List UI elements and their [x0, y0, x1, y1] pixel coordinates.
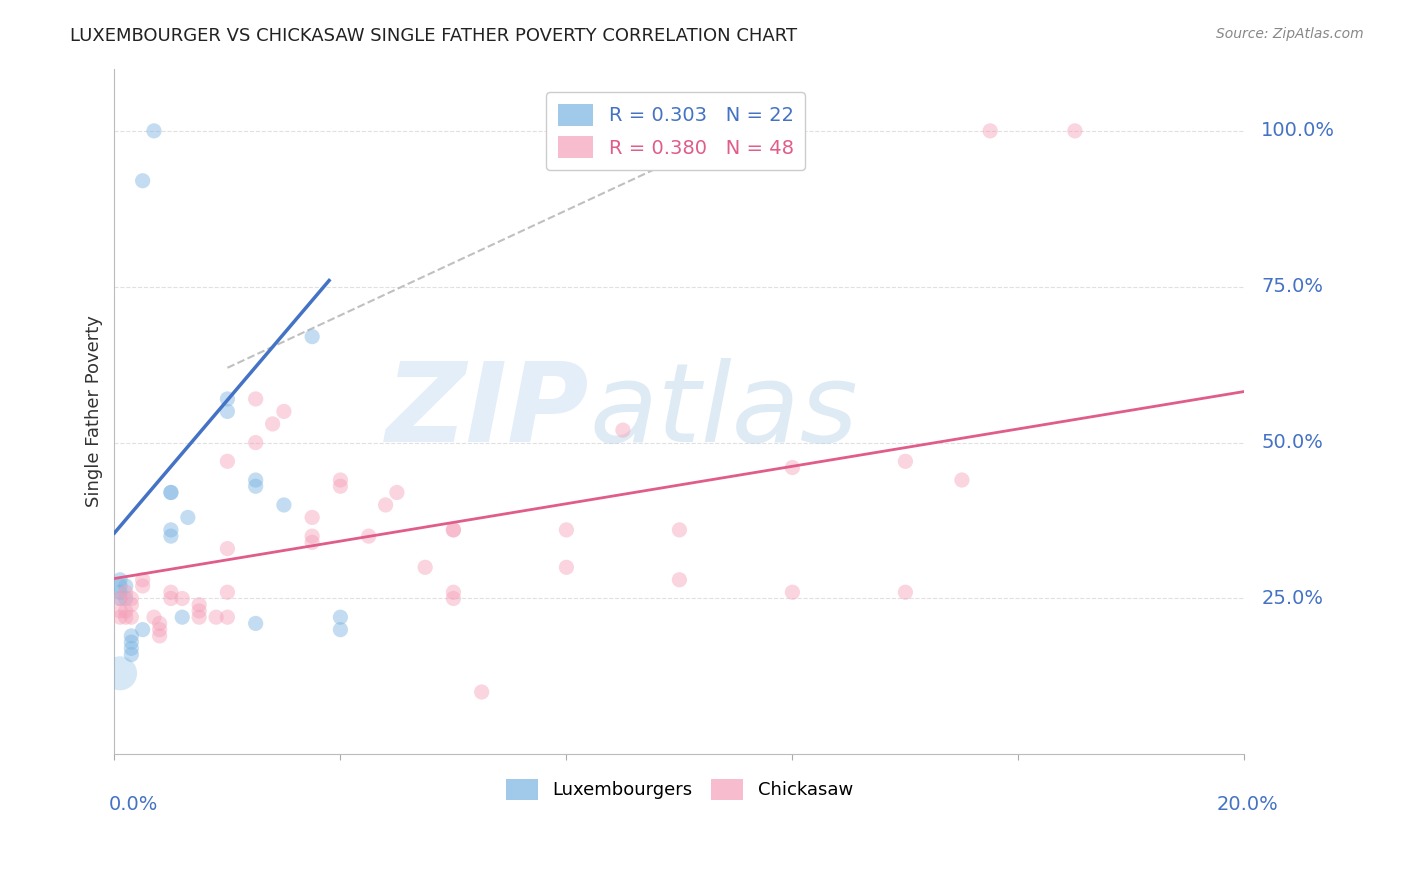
- Point: [131, 579, 153, 593]
- Point: [668, 573, 690, 587]
- Point: [441, 585, 464, 599]
- Text: atlas: atlas: [589, 358, 858, 465]
- Point: [385, 485, 408, 500]
- Point: [329, 610, 352, 624]
- Point: [120, 635, 142, 649]
- Point: [108, 666, 131, 681]
- Point: [120, 591, 142, 606]
- Point: [160, 485, 183, 500]
- Point: [188, 598, 211, 612]
- Text: Source: ZipAtlas.com: Source: ZipAtlas.com: [1216, 27, 1364, 41]
- Point: [555, 560, 578, 574]
- Point: [172, 610, 194, 624]
- Point: [668, 523, 690, 537]
- Point: [301, 329, 323, 343]
- Point: [108, 585, 131, 599]
- Point: [114, 579, 136, 593]
- Point: [172, 591, 194, 606]
- Point: [143, 610, 166, 624]
- Point: [205, 610, 228, 624]
- Point: [245, 435, 267, 450]
- Point: [108, 604, 131, 618]
- Point: [413, 560, 436, 574]
- Point: [120, 641, 142, 656]
- Point: [108, 591, 131, 606]
- Point: [301, 535, 323, 549]
- Point: [131, 174, 153, 188]
- Text: 0.0%: 0.0%: [108, 796, 157, 814]
- Point: [188, 604, 211, 618]
- Point: [950, 473, 973, 487]
- Point: [245, 616, 267, 631]
- Point: [114, 591, 136, 606]
- Point: [160, 529, 183, 543]
- Point: [329, 623, 352, 637]
- Point: [245, 473, 267, 487]
- Text: LUXEMBOURGER VS CHICKASAW SINGLE FATHER POVERTY CORRELATION CHART: LUXEMBOURGER VS CHICKASAW SINGLE FATHER …: [70, 27, 797, 45]
- Point: [555, 523, 578, 537]
- Point: [143, 124, 166, 138]
- Point: [262, 417, 284, 431]
- Point: [357, 529, 380, 543]
- Point: [782, 585, 804, 599]
- Point: [441, 523, 464, 537]
- Text: 25.0%: 25.0%: [1261, 589, 1323, 608]
- Point: [894, 585, 917, 599]
- Point: [160, 591, 183, 606]
- Point: [188, 610, 211, 624]
- Point: [979, 124, 1001, 138]
- Point: [114, 585, 136, 599]
- Point: [131, 573, 153, 587]
- Point: [273, 404, 295, 418]
- Point: [217, 392, 239, 406]
- Point: [301, 510, 323, 524]
- Point: [245, 479, 267, 493]
- Y-axis label: Single Father Poverty: Single Father Poverty: [86, 316, 103, 508]
- Point: [149, 616, 172, 631]
- Point: [120, 598, 142, 612]
- Legend: Luxembourgers, Chickasaw: Luxembourgers, Chickasaw: [499, 772, 860, 807]
- Point: [374, 498, 396, 512]
- Point: [120, 629, 142, 643]
- Text: 100.0%: 100.0%: [1261, 121, 1336, 140]
- Point: [114, 604, 136, 618]
- Point: [1064, 124, 1087, 138]
- Text: ZIP: ZIP: [385, 358, 589, 465]
- Point: [160, 523, 183, 537]
- Point: [301, 529, 323, 543]
- Point: [217, 404, 239, 418]
- Point: [108, 573, 131, 587]
- Point: [273, 498, 295, 512]
- Point: [782, 460, 804, 475]
- Text: 20.0%: 20.0%: [1216, 796, 1278, 814]
- Point: [217, 585, 239, 599]
- Point: [108, 591, 131, 606]
- Point: [108, 610, 131, 624]
- Point: [108, 579, 131, 593]
- Point: [149, 623, 172, 637]
- Point: [149, 629, 172, 643]
- Point: [894, 454, 917, 468]
- Point: [471, 685, 494, 699]
- Point: [160, 485, 183, 500]
- Text: 75.0%: 75.0%: [1261, 277, 1323, 296]
- Point: [245, 392, 267, 406]
- Point: [441, 591, 464, 606]
- Point: [217, 454, 239, 468]
- Point: [217, 541, 239, 556]
- Point: [329, 473, 352, 487]
- Point: [612, 423, 634, 437]
- Point: [329, 479, 352, 493]
- Point: [441, 523, 464, 537]
- Point: [120, 610, 142, 624]
- Point: [114, 610, 136, 624]
- Text: 50.0%: 50.0%: [1261, 434, 1323, 452]
- Point: [131, 623, 153, 637]
- Point: [160, 585, 183, 599]
- Point: [120, 648, 142, 662]
- Point: [217, 610, 239, 624]
- Point: [177, 510, 200, 524]
